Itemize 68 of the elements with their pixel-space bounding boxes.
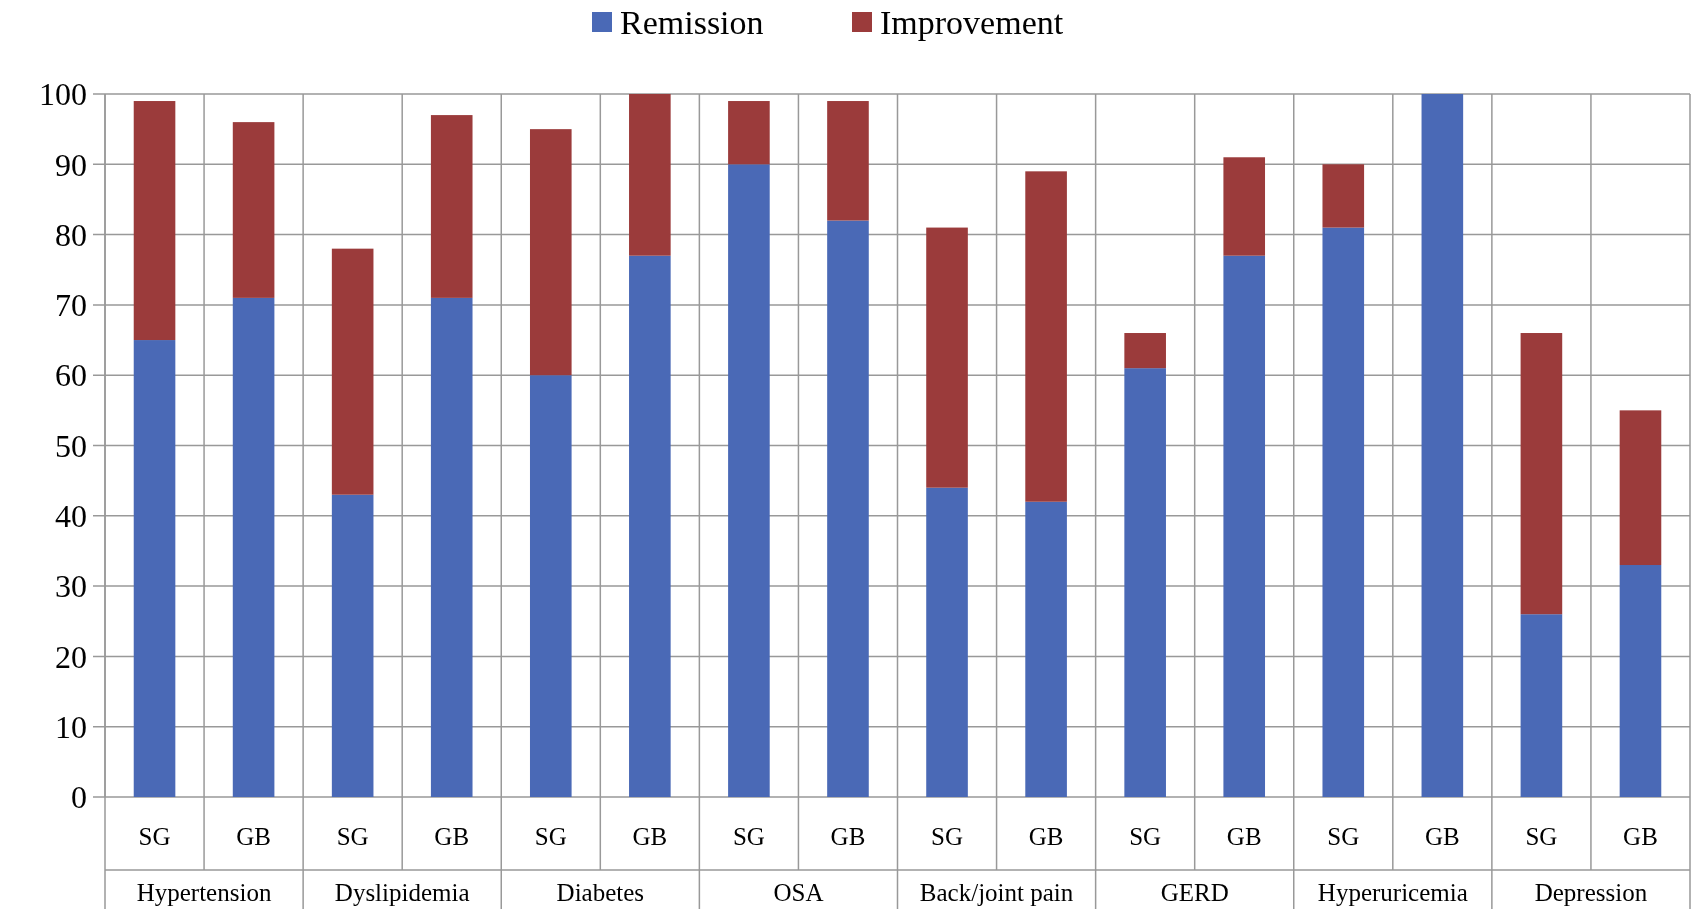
x-tick-label: SG <box>336 822 369 850</box>
legend-label: Improvement <box>880 3 1064 41</box>
x-tick-label: GB <box>236 822 271 850</box>
y-tick-label: 60 <box>55 357 87 394</box>
bar <box>728 101 770 165</box>
bar <box>1223 157 1266 256</box>
bar <box>827 101 869 221</box>
y-tick-label: 90 <box>55 146 87 183</box>
text: Dyslipidemia <box>334 878 470 906</box>
bar <box>331 494 374 797</box>
y-tick-label: 10 <box>55 708 87 745</box>
text: GERD <box>1160 878 1229 906</box>
bar <box>926 227 968 488</box>
x-tick-label: SG <box>138 822 171 850</box>
x-tick-label: GB <box>1226 822 1262 850</box>
x-tick-label: SG <box>1525 822 1558 850</box>
text: Back/joint pain <box>919 878 1074 906</box>
text: Depression <box>1534 878 1648 906</box>
y-tick-label: 40 <box>55 498 87 534</box>
bar <box>629 94 671 256</box>
bar <box>1322 227 1365 797</box>
bar <box>1520 333 1563 615</box>
x-tick-label: SG <box>534 822 567 850</box>
bar <box>430 115 473 298</box>
x-tick-label: GB <box>1623 822 1658 850</box>
y-tick-label: 70 <box>55 287 87 324</box>
y-tick-label: 30 <box>55 568 87 605</box>
text: Hypertension <box>136 878 272 906</box>
text: Hyperuricemia <box>1317 878 1468 906</box>
y-tick-label: 50 <box>55 427 87 464</box>
y-tick-label: 80 <box>55 216 87 253</box>
x-tick-label: SG <box>1327 822 1360 850</box>
bar <box>1124 368 1166 797</box>
bar <box>1619 410 1662 566</box>
bar <box>232 122 275 298</box>
bar <box>728 164 770 797</box>
bar <box>133 340 176 797</box>
x-tick-label: GB <box>632 822 668 850</box>
x-tick-label: GB <box>1028 822 1064 850</box>
bar <box>331 248 374 495</box>
bar <box>529 375 572 797</box>
y-tick-label: 20 <box>55 638 87 675</box>
x-tick-label: SG <box>732 822 765 850</box>
bar <box>430 297 473 797</box>
bar <box>827 220 869 797</box>
text: Diabetes <box>556 878 645 906</box>
y-tick-label: 100 <box>39 76 87 113</box>
bar <box>1025 501 1067 797</box>
bar <box>1520 614 1563 797</box>
y-tick-label: 0 <box>71 779 87 816</box>
bar <box>1124 333 1166 369</box>
bar <box>529 129 572 376</box>
bar <box>1322 164 1365 228</box>
x-tick-label: SG <box>1129 822 1162 850</box>
bar <box>1421 94 1464 797</box>
legend-label: Remission <box>620 3 764 41</box>
bar <box>926 487 968 797</box>
x-tick-label: GB <box>830 822 866 850</box>
x-tick-label: GB <box>434 822 470 850</box>
bar <box>133 101 176 341</box>
x-tick-label: GB <box>1424 822 1460 850</box>
x-tick-label: SG <box>931 822 964 850</box>
bar <box>1223 255 1266 797</box>
bar <box>1025 171 1067 502</box>
bar <box>629 255 671 797</box>
bar <box>232 297 275 797</box>
bar <box>1619 565 1662 797</box>
text: OSA <box>773 878 824 906</box>
